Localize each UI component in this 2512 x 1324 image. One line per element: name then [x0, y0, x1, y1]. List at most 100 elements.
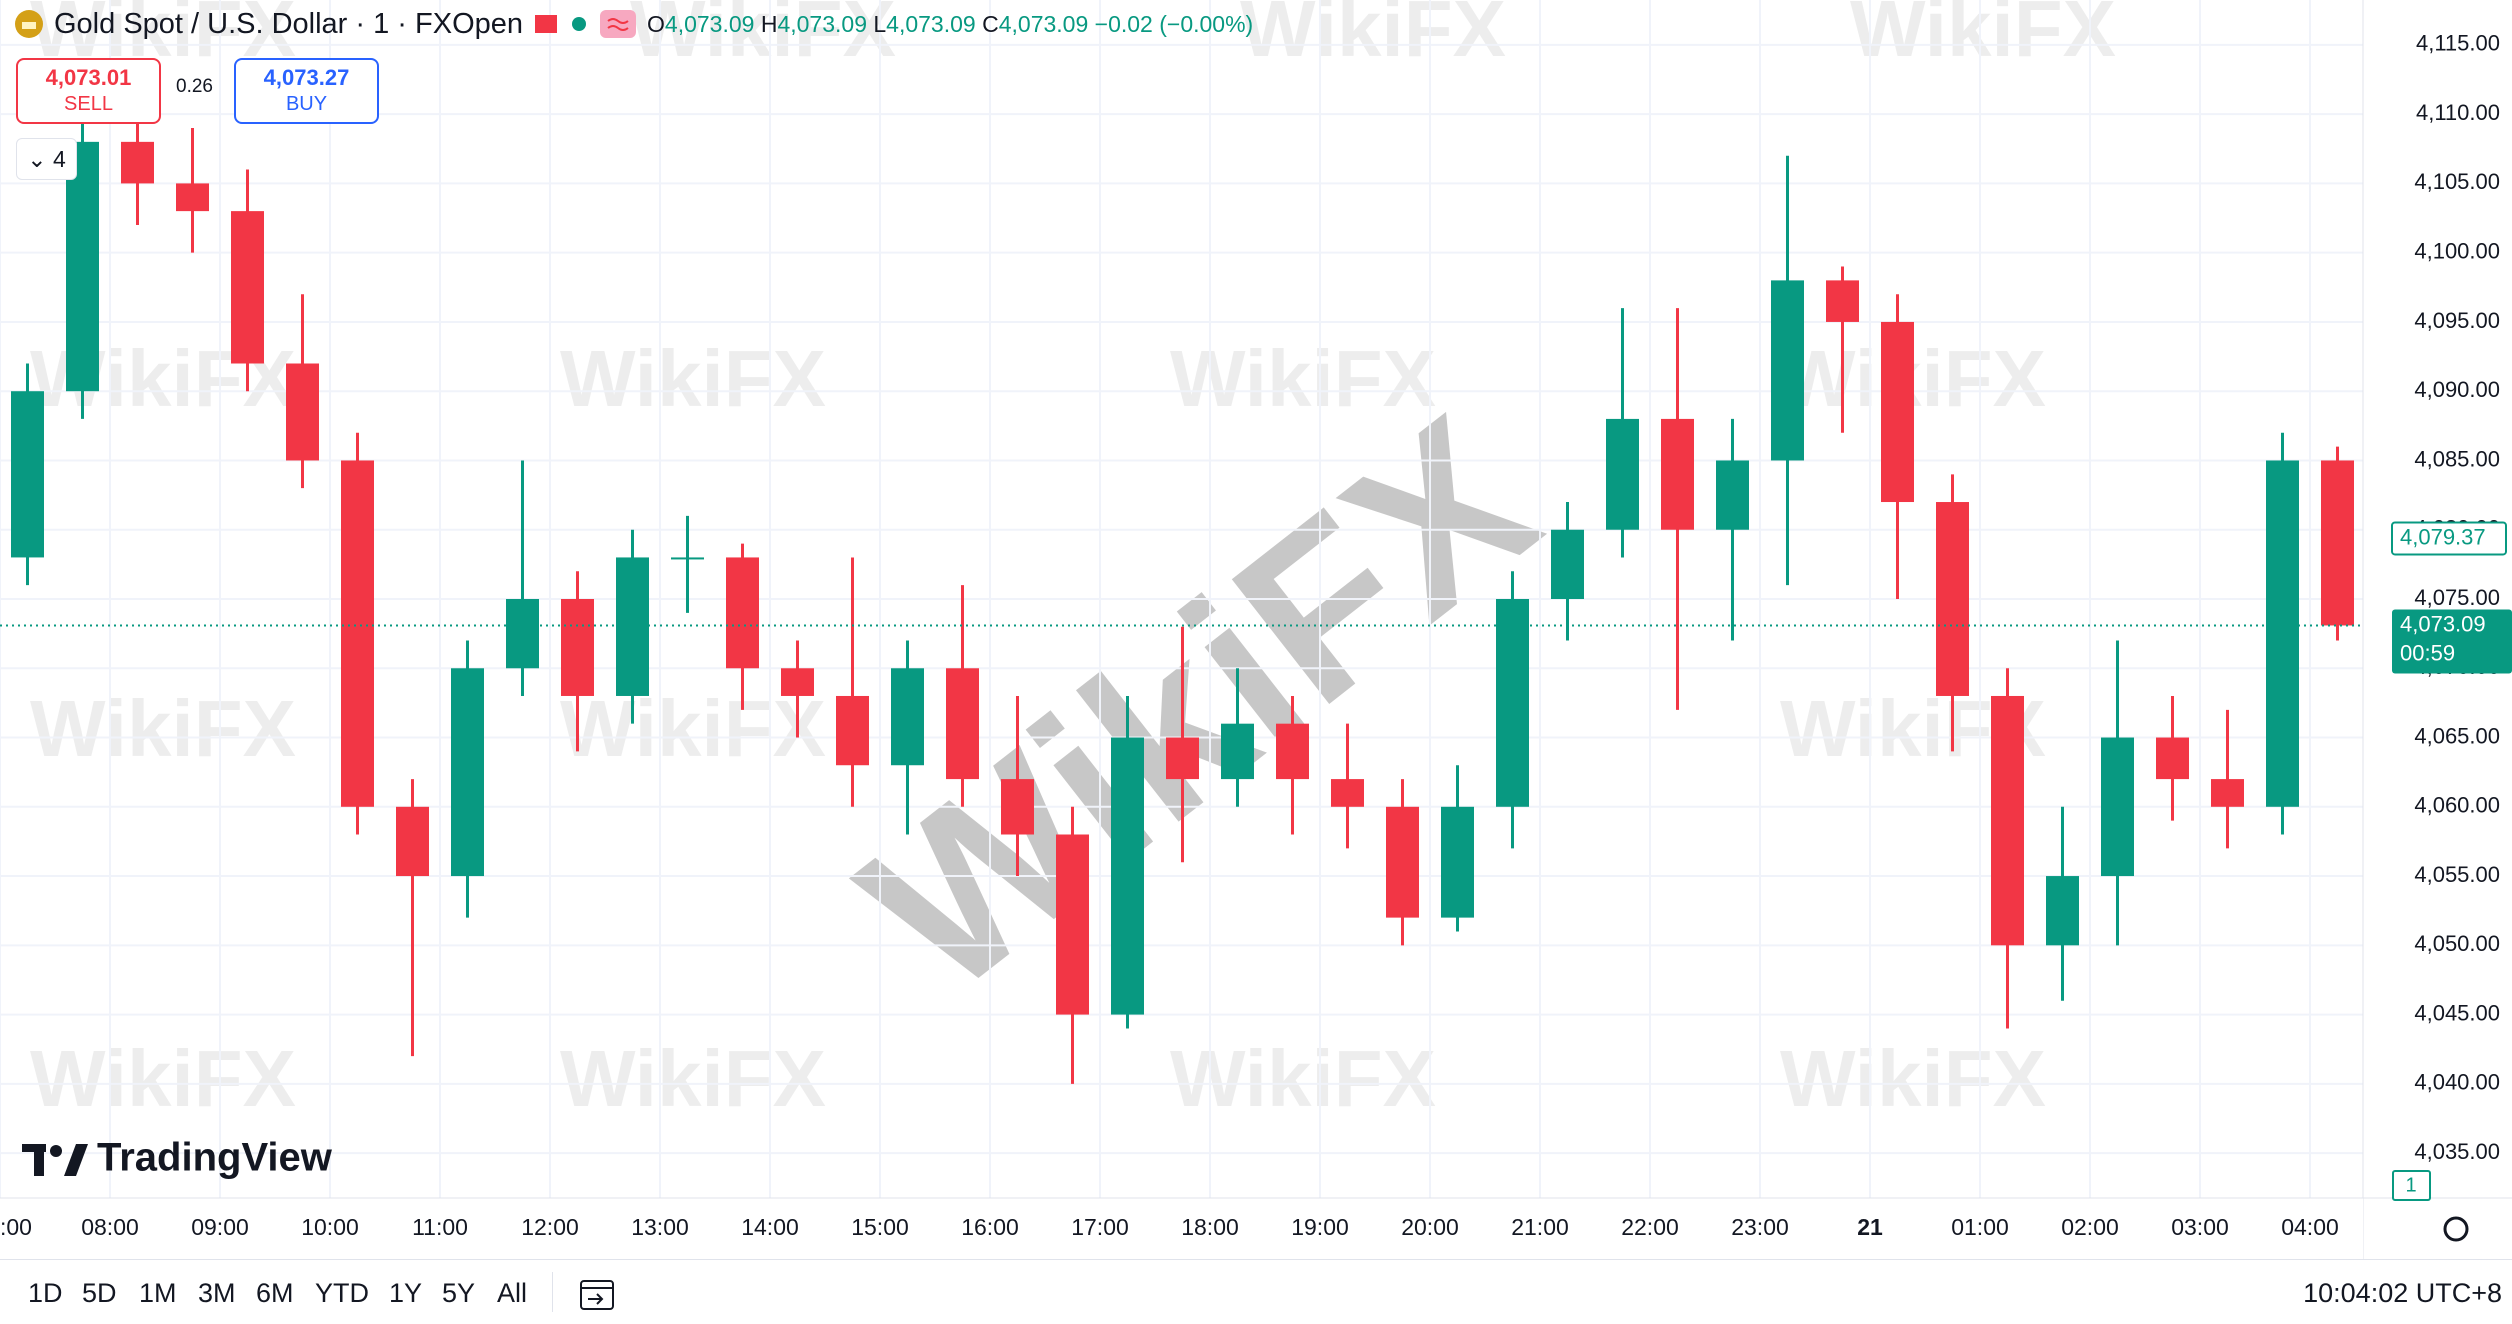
range-button[interactable]: 1D [28, 1278, 63, 1308]
range-button[interactable]: All [497, 1278, 528, 1308]
x-tick-label: 23:00 [1731, 1214, 1789, 1240]
x-tick-label: 21:00 [1511, 1214, 1569, 1240]
candle-body [1826, 280, 1859, 322]
x-tick-label: 16:00 [961, 1214, 1019, 1240]
buy-button[interactable]: 4,073.27 BUY [234, 58, 379, 124]
candle-body [1716, 460, 1749, 530]
header: Gold Spot / U.S. Dollar · 1 · FXOpen O4,… [14, 4, 1253, 44]
candle-body [1221, 723, 1254, 780]
candle-body [11, 391, 44, 558]
watermark: WikiFX [1170, 334, 1436, 423]
symbol[interactable]: Gold Spot / U.S. Dollar · 1 · FXOpen [54, 7, 524, 40]
watermarks: WikiFX WikiFX WikiFX WikiFX WikiFX WikiFX Wiki… [30, 0, 2512, 1123]
candle-body [1991, 695, 2024, 946]
candle-body [1276, 723, 1309, 780]
range-button[interactable]: 1Y [389, 1278, 423, 1308]
candle-body [121, 141, 154, 184]
grid [0, 0, 2363, 1198]
candle-body [1881, 321, 1914, 503]
c-label: C [982, 10, 999, 37]
x-tick-label: 18:00 [1181, 1214, 1239, 1240]
y-tick-label: 4,090.00 [2414, 377, 2500, 402]
last-price-box [2392, 609, 2512, 674]
logo: TradingView [22, 1136, 333, 1180]
x-tick-label: 04:00 [2281, 1214, 2339, 1240]
marker-price-label: 4,079.37 [2400, 524, 2486, 549]
sell-label: SELL [64, 93, 113, 115]
indicator-count: 4 [52, 146, 66, 172]
x-tick-label: :00 [0, 1214, 32, 1240]
watermark: WikiFX [1170, 1034, 1436, 1123]
candle-body [2156, 737, 2189, 780]
h-label: H [760, 10, 778, 37]
l-value: 4,073.09 [886, 10, 976, 37]
y-tick-label: 4,095.00 [2414, 308, 2500, 333]
l-label: L [873, 10, 887, 37]
change: −0.02 (−0.00%) [1094, 10, 1254, 37]
y-tick-label: 4,060.00 [2414, 793, 2500, 818]
last-price-label: 4,073.09 [2400, 611, 2486, 636]
candle-body [451, 668, 484, 877]
watermark: WikiFX [560, 1034, 826, 1123]
x-tick-label: 14:00 [741, 1214, 799, 1240]
range-button[interactable]: 3M [198, 1278, 236, 1308]
y-tick-label: 4,050.00 [2414, 931, 2500, 956]
sell-button[interactable]: 4,073.01 SELL [16, 58, 161, 124]
indicators-toggle[interactable]: ⌄ 4 [16, 138, 77, 180]
candle-body [1001, 779, 1034, 835]
candle-body [726, 557, 759, 669]
settings-icon[interactable] [2443, 1216, 2469, 1242]
alert-icon[interactable] [599, 9, 637, 39]
x-tick-label: 03:00 [2171, 1214, 2229, 1240]
y-tick-label: 4,065.00 [2414, 723, 2500, 748]
x-tick-label: 10:00 [301, 1214, 359, 1240]
candle-body [176, 183, 209, 212]
c-value: 4,073.09 [998, 10, 1089, 37]
flag-icon[interactable] [533, 12, 559, 36]
watermark: WikiFX [30, 684, 296, 773]
watermark: WikiFX [560, 684, 826, 773]
buy-price: 4,073.27 [263, 65, 350, 90]
candle-body [2321, 460, 2354, 626]
countdown: 00:59 [2400, 640, 2455, 665]
candle-body [946, 668, 979, 780]
watermark: WikiFX [1850, 0, 2116, 73]
x-tick-label: 02:00 [2061, 1214, 2119, 1240]
y-tick-label: 4,085.00 [2414, 446, 2500, 471]
y-tick-label: 4,040.00 [2414, 1070, 2500, 1095]
candle-body [1111, 737, 1144, 1015]
range-button[interactable]: 1M [139, 1278, 177, 1308]
range-button[interactable]: YTD [315, 1278, 369, 1308]
x-tick-label: 01:00 [1951, 1214, 2009, 1240]
x-tick-label: 15:00 [851, 1214, 909, 1240]
watermark: WikiFX [1780, 1034, 2046, 1123]
range-button[interactable]: 6M [256, 1278, 294, 1308]
y-tick-label: 4,055.00 [2414, 862, 2500, 887]
chart: WikiFX WikiFX WikiFX WikiFX WikiFX WikiFX Wiki… [0, 0, 2512, 1259]
candle-body [1606, 418, 1639, 530]
candle-body [506, 599, 539, 669]
x-tick-label: 21 [1857, 1214, 1883, 1240]
separator [552, 1272, 553, 1312]
x-tick-label: 20:00 [1401, 1214, 1459, 1240]
x-tick-label: 22:00 [1621, 1214, 1679, 1240]
candle-body [561, 599, 594, 696]
range-button[interactable]: 5Y [442, 1278, 476, 1308]
x-tick-label: 09:00 [191, 1214, 249, 1240]
x-tick-label: 08:00 [81, 1214, 139, 1240]
status-dot [572, 17, 587, 31]
axes: 4,035.00 4,040.00 4,045.00 4,050.00 4,055.00… [0, 0, 2512, 1259]
logo-text: TradingView [97, 1136, 333, 1180]
marker-price-box [2391, 521, 2507, 556]
candle-body [1166, 737, 1199, 780]
candle-body [66, 141, 99, 392]
buy-label: BUY [285, 93, 328, 115]
candle-body [891, 668, 924, 766]
goto-date-icon[interactable] [578, 1274, 618, 1314]
range-button[interactable]: 5D [82, 1278, 117, 1308]
y-tick-label: 4,075.00 [2414, 585, 2500, 610]
candle-body [286, 363, 319, 461]
candle-body [396, 806, 429, 877]
x-tick-label: 19:00 [1291, 1214, 1349, 1240]
